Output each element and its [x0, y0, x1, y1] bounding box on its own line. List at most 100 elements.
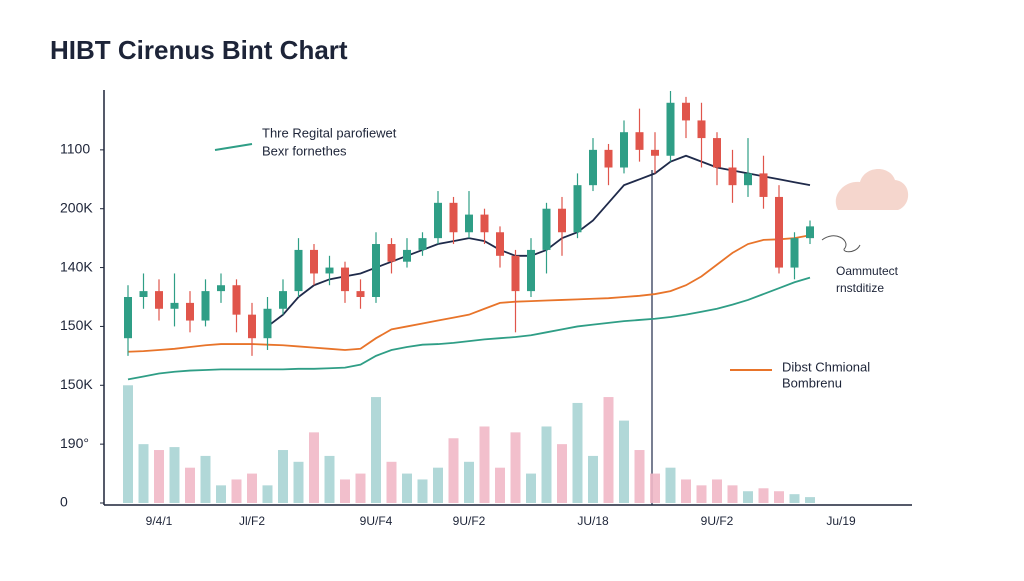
- x-tick-label: Jl/F2: [239, 514, 265, 528]
- volume-bar: [169, 447, 180, 503]
- volume-bar: [464, 461, 474, 503]
- candle-body: [170, 302, 179, 309]
- candle-body: [806, 226, 814, 239]
- volume-bar: [758, 488, 769, 503]
- candle-body: [635, 132, 644, 150]
- volume-bar: [805, 497, 815, 503]
- line-series: [266, 154, 811, 328]
- volume-bar: [495, 467, 505, 503]
- volume-bar: [789, 494, 800, 503]
- volume-bar: [216, 485, 226, 503]
- volume-bar: [448, 438, 459, 503]
- candle-body: [356, 291, 365, 297]
- annotation: Oammutect: [836, 264, 899, 278]
- volume-bar: [247, 473, 257, 503]
- line-series: [127, 276, 811, 381]
- volume-bar: [433, 467, 443, 503]
- legend-label: Dibst Chmional: [782, 359, 870, 374]
- candle-body: [651, 149, 659, 156]
- candle-body: [294, 249, 303, 292]
- candle-body: [155, 291, 163, 309]
- candle-body: [372, 244, 380, 297]
- volume-bar: [541, 426, 552, 503]
- chart-title: HIBT Cirenus Bint Chart: [50, 35, 348, 65]
- candle-body: [496, 232, 504, 256]
- candle-body: [403, 249, 411, 262]
- volume-bar: [634, 450, 645, 503]
- volume-bar: [231, 479, 242, 503]
- candle-body: [542, 208, 551, 250]
- annotation: rnstditize: [836, 281, 884, 295]
- line-series: [127, 234, 811, 353]
- candle-body: [186, 302, 194, 321]
- volume-bar: [479, 426, 490, 503]
- volume-bar: [309, 432, 319, 503]
- volume-bar: [743, 491, 753, 503]
- x-tick-label: 9U/F2: [453, 514, 486, 528]
- candle-body: [697, 120, 706, 139]
- volume-bar: [588, 455, 598, 503]
- y-tick-label: 1100: [60, 141, 90, 157]
- volume-bar: [402, 473, 412, 503]
- volume-bar: [712, 479, 722, 503]
- volume-bar: [774, 491, 784, 503]
- candle-body: [465, 214, 473, 233]
- volume-bar: [681, 479, 691, 503]
- legend-label: Thre Regital parofiewet: [262, 125, 397, 140]
- candle-body: [201, 291, 210, 321]
- candle-body: [682, 102, 690, 121]
- candle-body: [759, 173, 768, 197]
- y-tick-label: 150K: [60, 317, 93, 333]
- volume-bar: [200, 455, 211, 503]
- volume-bar: [603, 397, 614, 503]
- y-tick-label: 150K: [60, 376, 93, 392]
- volume-bar: [324, 455, 335, 503]
- volume-bar: [696, 485, 707, 503]
- volume-bar: [154, 450, 164, 503]
- volume-bar: [371, 397, 381, 503]
- volume-bar: [185, 467, 195, 503]
- candle-body: [713, 138, 721, 168]
- y-tick-label: 200K: [60, 199, 93, 215]
- x-tick-label: 9U/F4: [360, 514, 393, 528]
- volume-bar: [665, 467, 676, 503]
- volume-bar: [572, 402, 583, 503]
- legend-label: Bexr fornethes: [262, 143, 347, 158]
- y-tick-label: 190°: [60, 435, 89, 451]
- candle-body: [310, 249, 318, 274]
- candle-body: [480, 214, 489, 233]
- candle-body: [620, 132, 628, 168]
- candle-body: [139, 291, 148, 297]
- candle-body: [279, 291, 287, 309]
- candle-body: [217, 285, 225, 292]
- volume-bar: [138, 444, 149, 503]
- cloud-shape: [835, 168, 909, 210]
- candle-body: [511, 255, 520, 292]
- volume-bar: [417, 479, 428, 503]
- x-tick-label: 9U/F2: [701, 514, 734, 528]
- candle-body: [263, 308, 272, 339]
- candle-body: [790, 238, 799, 268]
- annotation-squiggle: [821, 235, 861, 253]
- y-tick-label: 140K: [60, 258, 93, 274]
- candle-body: [728, 167, 737, 186]
- candle-body: [325, 267, 334, 274]
- volume-bar: [510, 432, 521, 503]
- y-tick-label: 0: [60, 494, 68, 510]
- volume-bar: [355, 473, 366, 503]
- candle-body: [387, 244, 396, 262]
- candle-body: [573, 185, 582, 233]
- volume-bar: [386, 461, 397, 503]
- candle-body: [775, 196, 783, 268]
- volume-bar: [293, 461, 304, 503]
- candle-body: [248, 314, 256, 339]
- candle-body: [341, 267, 349, 292]
- candle-body: [558, 208, 566, 233]
- volume-bar: [526, 473, 536, 503]
- candle-body: [434, 202, 442, 239]
- legend-swatch: [214, 143, 253, 151]
- volume-bar: [650, 473, 660, 503]
- volume-bar: [557, 444, 567, 503]
- candle-body: [589, 149, 597, 186]
